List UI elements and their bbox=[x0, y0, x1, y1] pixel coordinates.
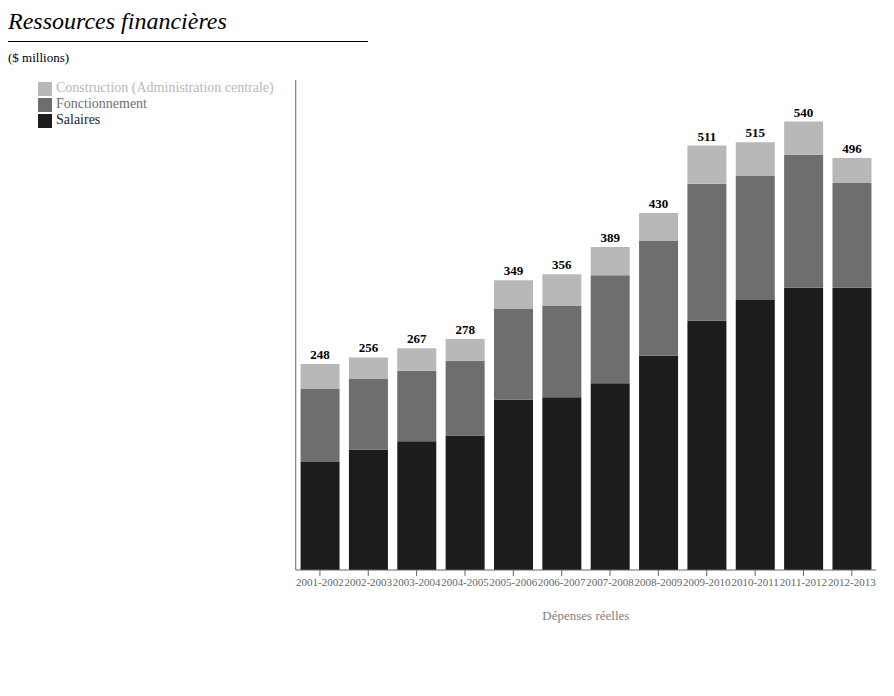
html-text:($ millions): ($ millions) bbox=[8, 50, 69, 65]
svg-text:349: 349 bbox=[504, 263, 524, 278]
svg-text:515: 515 bbox=[746, 125, 766, 140]
svg-text:2009-2010: 2009-2010 bbox=[683, 576, 731, 588]
html-text:Construction (Administration c: Construction (Administration centrale) bbox=[56, 80, 274, 95]
svg-text:2002-2003: 2002-2003 bbox=[344, 576, 392, 588]
svg-text:2010-2011: 2010-2011 bbox=[731, 576, 778, 588]
svg-text:2005-2006: 2005-2006 bbox=[489, 576, 537, 588]
html-text:Fonctionnement: Fonctionnement bbox=[56, 96, 147, 111]
svg-text:2006-2007: 2006-2007 bbox=[538, 576, 586, 588]
svg-text:2003-2004: 2003-2004 bbox=[393, 576, 441, 588]
svg-text:356: 356 bbox=[552, 257, 572, 272]
svg-text:540: 540 bbox=[794, 105, 814, 120]
svg-text:Dépenses réelles: Dépenses réelles bbox=[542, 608, 629, 623]
svg-text:2004-2005: 2004-2005 bbox=[441, 576, 489, 588]
svg-text:2008-2009: 2008-2009 bbox=[635, 576, 683, 588]
svg-text:2007-2008: 2007-2008 bbox=[586, 576, 634, 588]
svg-text:267: 267 bbox=[407, 331, 427, 346]
svg-text:256: 256 bbox=[359, 340, 379, 355]
svg-text:278: 278 bbox=[455, 322, 475, 337]
svg-text:2012-2013: 2012-2013 bbox=[828, 576, 876, 588]
svg-text:2001-2002: 2001-2002 bbox=[296, 576, 344, 588]
svg-text:2011-2012: 2011-2012 bbox=[780, 576, 827, 588]
html-text:Salaires: Salaires bbox=[56, 112, 101, 127]
svg-text:430: 430 bbox=[649, 196, 669, 211]
html-text:Ressources financières: Ressources financières bbox=[8, 8, 227, 34]
svg-text:248: 248 bbox=[310, 347, 330, 362]
svg-text:511: 511 bbox=[698, 129, 717, 144]
svg-text:389: 389 bbox=[600, 230, 620, 245]
svg-text:496: 496 bbox=[842, 141, 862, 156]
